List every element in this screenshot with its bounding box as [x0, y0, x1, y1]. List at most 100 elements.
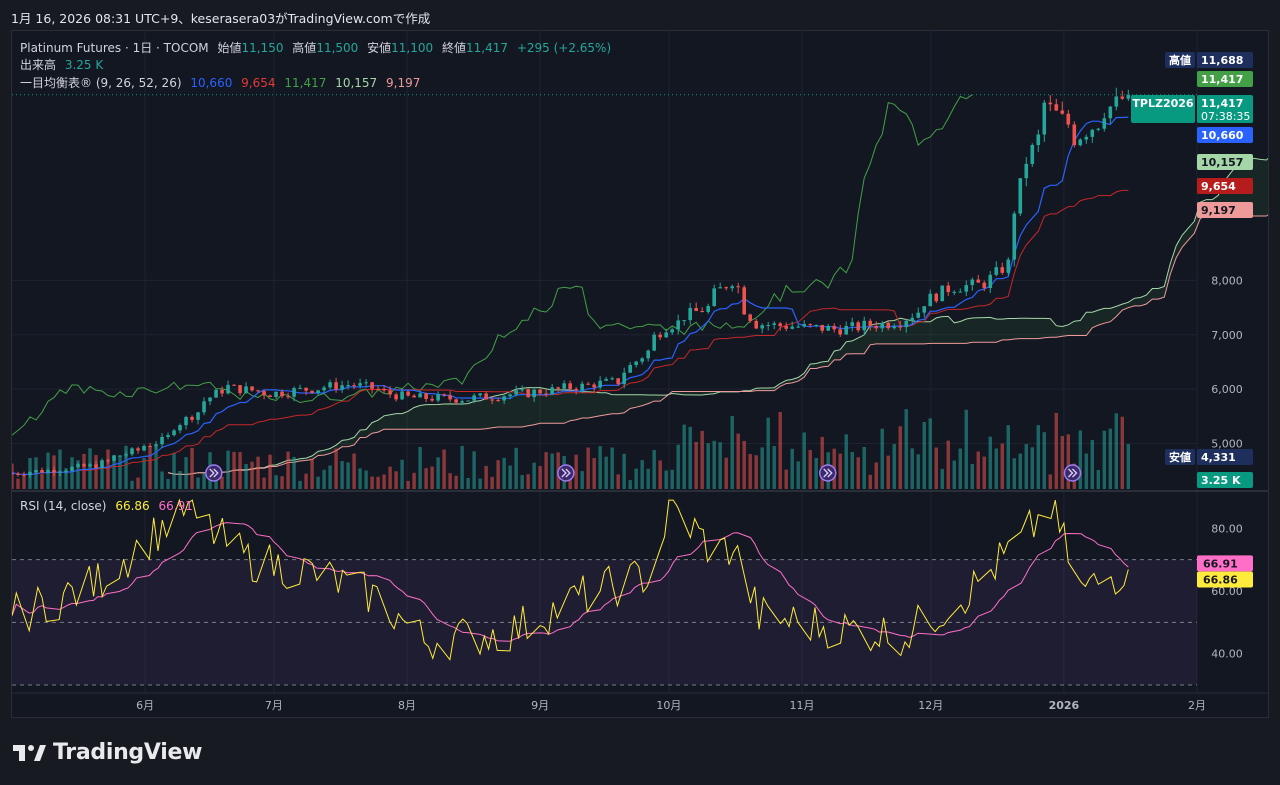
volume-bar: [538, 466, 542, 489]
chart-canvas[interactable]: 5,000 6,000 7,000 8,000 40.00 60.00 80.00 6月 7月 8…: [12, 31, 1268, 717]
volume-bars: [12, 409, 1131, 489]
volume-bar: [118, 455, 122, 489]
volume-bar: [1126, 444, 1131, 489]
volume-bar: [604, 456, 608, 489]
volume-bar: [652, 449, 656, 489]
footer: TradingView: [13, 740, 202, 765]
candle-body: [526, 389, 530, 398]
volume-bar: [40, 474, 44, 489]
volume-bar: [700, 430, 704, 489]
price-tick-label: 8,000: [1211, 274, 1243, 287]
volume-bar: [22, 476, 26, 489]
candle-body: [1090, 129, 1095, 137]
candle-body: [250, 386, 254, 391]
price-label-box: [1197, 71, 1253, 87]
volume-bar: [82, 453, 86, 489]
candle-body: [154, 444, 158, 447]
chikou-span-line: [12, 94, 973, 436]
volume-bar: [1018, 453, 1022, 489]
price-label-tag-text: TPLZ2026: [1132, 97, 1194, 110]
price-label-value: 10,157: [1201, 156, 1243, 169]
time-tick-label: 8月: [398, 699, 416, 712]
volume-bar: [112, 454, 116, 489]
candle-body: [1006, 259, 1011, 273]
candle-body: [238, 385, 242, 394]
price-axis-label: [1165, 449, 1253, 465]
volume-bar: [490, 476, 494, 489]
candle-body: [622, 372, 626, 385]
candle-body: [964, 285, 969, 292]
price-label-tag-text: 安値: [1169, 450, 1191, 464]
volume-bar: [928, 418, 932, 489]
candle-body: [994, 267, 999, 275]
candle-body: [334, 382, 338, 390]
candle-body: [514, 390, 518, 395]
volume-bar: [982, 456, 986, 489]
ichimoku-legend: 一目均衡表® (9, 26, 52, 26) 10,660 9,654 11,4…: [20, 74, 425, 91]
rsi-axis-label-box: [1197, 555, 1253, 572]
candle-body: [1084, 136, 1089, 140]
candle-body: [256, 390, 260, 392]
volume-bar: [136, 477, 140, 489]
candle-body: [226, 384, 230, 394]
volume-bar: [394, 471, 398, 489]
candle-body: [574, 388, 578, 391]
candle-body: [232, 384, 236, 386]
chart-panel[interactable]: 5,000 6,000 7,000 8,000 40.00 60.00 80.00 6月 7月 8…: [11, 30, 1269, 718]
candle-body: [652, 334, 656, 351]
rsi-value: 66.86: [115, 499, 150, 513]
candle-body: [328, 382, 332, 388]
candle-body: [862, 320, 867, 331]
candle-body: [1024, 163, 1029, 179]
volume-bar: [1084, 453, 1088, 489]
volume-bar: [442, 449, 446, 489]
volume-bar: [964, 409, 968, 489]
candle-body: [196, 412, 200, 420]
candle-body: [88, 464, 92, 467]
candle-body: [1030, 145, 1035, 164]
candle-body: [856, 322, 861, 331]
volume-label[interactable]: 出来高: [20, 58, 57, 72]
volume-bar: [880, 428, 884, 489]
volume-bar: [334, 448, 338, 489]
candle-body: [766, 324, 771, 326]
span-b-value: 9,197: [386, 76, 421, 90]
candle-body: [220, 389, 224, 394]
candle-body: [124, 454, 128, 456]
volume-bar: [1036, 425, 1040, 489]
price-label-box: [1197, 178, 1253, 194]
ichimoku-label[interactable]: 一目均衡表® (9, 26, 52, 26): [20, 76, 182, 90]
candle-body: [616, 378, 620, 385]
candle-body: [346, 385, 350, 387]
open-label: 始値: [217, 41, 242, 55]
time-tick-label: 11月: [790, 699, 815, 712]
volume-bar: [1108, 428, 1112, 489]
rsi-label[interactable]: RSI (14, close): [20, 499, 107, 513]
price-tick-label: 7,000: [1211, 329, 1243, 342]
volume-bar: [280, 476, 284, 489]
senkou-span-b-line: [167, 214, 1268, 476]
volume-bar: [1114, 413, 1119, 489]
candle-body: [1078, 139, 1083, 146]
candle-body: [442, 394, 446, 396]
volume-bar: [262, 477, 266, 489]
volume-bar: [640, 460, 644, 489]
candle-body: [592, 384, 596, 388]
volume-bar: [802, 432, 806, 489]
volume-bar: [766, 417, 770, 489]
price-axis-label: [1165, 52, 1253, 68]
candle-body: [1072, 124, 1077, 146]
candle-body: [70, 466, 74, 471]
candle-body: [880, 322, 885, 329]
symbol-title[interactable]: Platinum Futures · 1日 · TOCOM: [20, 41, 209, 55]
volume-bar: [544, 452, 548, 489]
volume-bar: [1066, 434, 1070, 489]
candle-body: [922, 306, 927, 313]
candle-body: [664, 332, 668, 338]
volume-bar: [244, 464, 248, 489]
candle-body: [718, 287, 722, 289]
volume-bar: [418, 446, 422, 489]
candle-body: [1120, 96, 1125, 99]
volume-bar: [352, 453, 356, 489]
volume-bar: [100, 466, 104, 489]
